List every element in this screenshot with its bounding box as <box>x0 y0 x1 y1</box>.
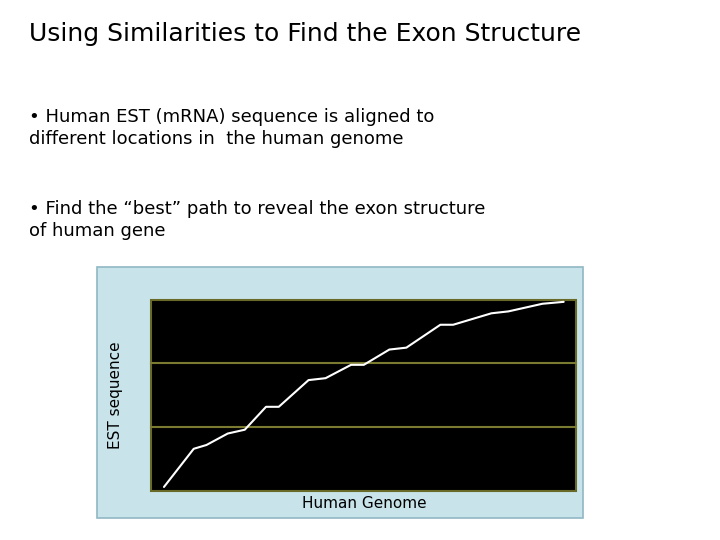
Text: • Find the “best” path to reveal the exon structure
of human gene: • Find the “best” path to reveal the exo… <box>29 200 485 240</box>
Text: Using Similarities to Find the Exon Structure: Using Similarities to Find the Exon Stru… <box>29 22 581 45</box>
FancyBboxPatch shape <box>97 267 583 518</box>
Text: • Human EST (mRNA) sequence is aligned to
different locations in  the human geno: • Human EST (mRNA) sequence is aligned t… <box>29 108 434 148</box>
Text: EST sequence: EST sequence <box>108 341 122 449</box>
Text: Human Genome: Human Genome <box>302 496 426 511</box>
FancyBboxPatch shape <box>151 300 577 491</box>
